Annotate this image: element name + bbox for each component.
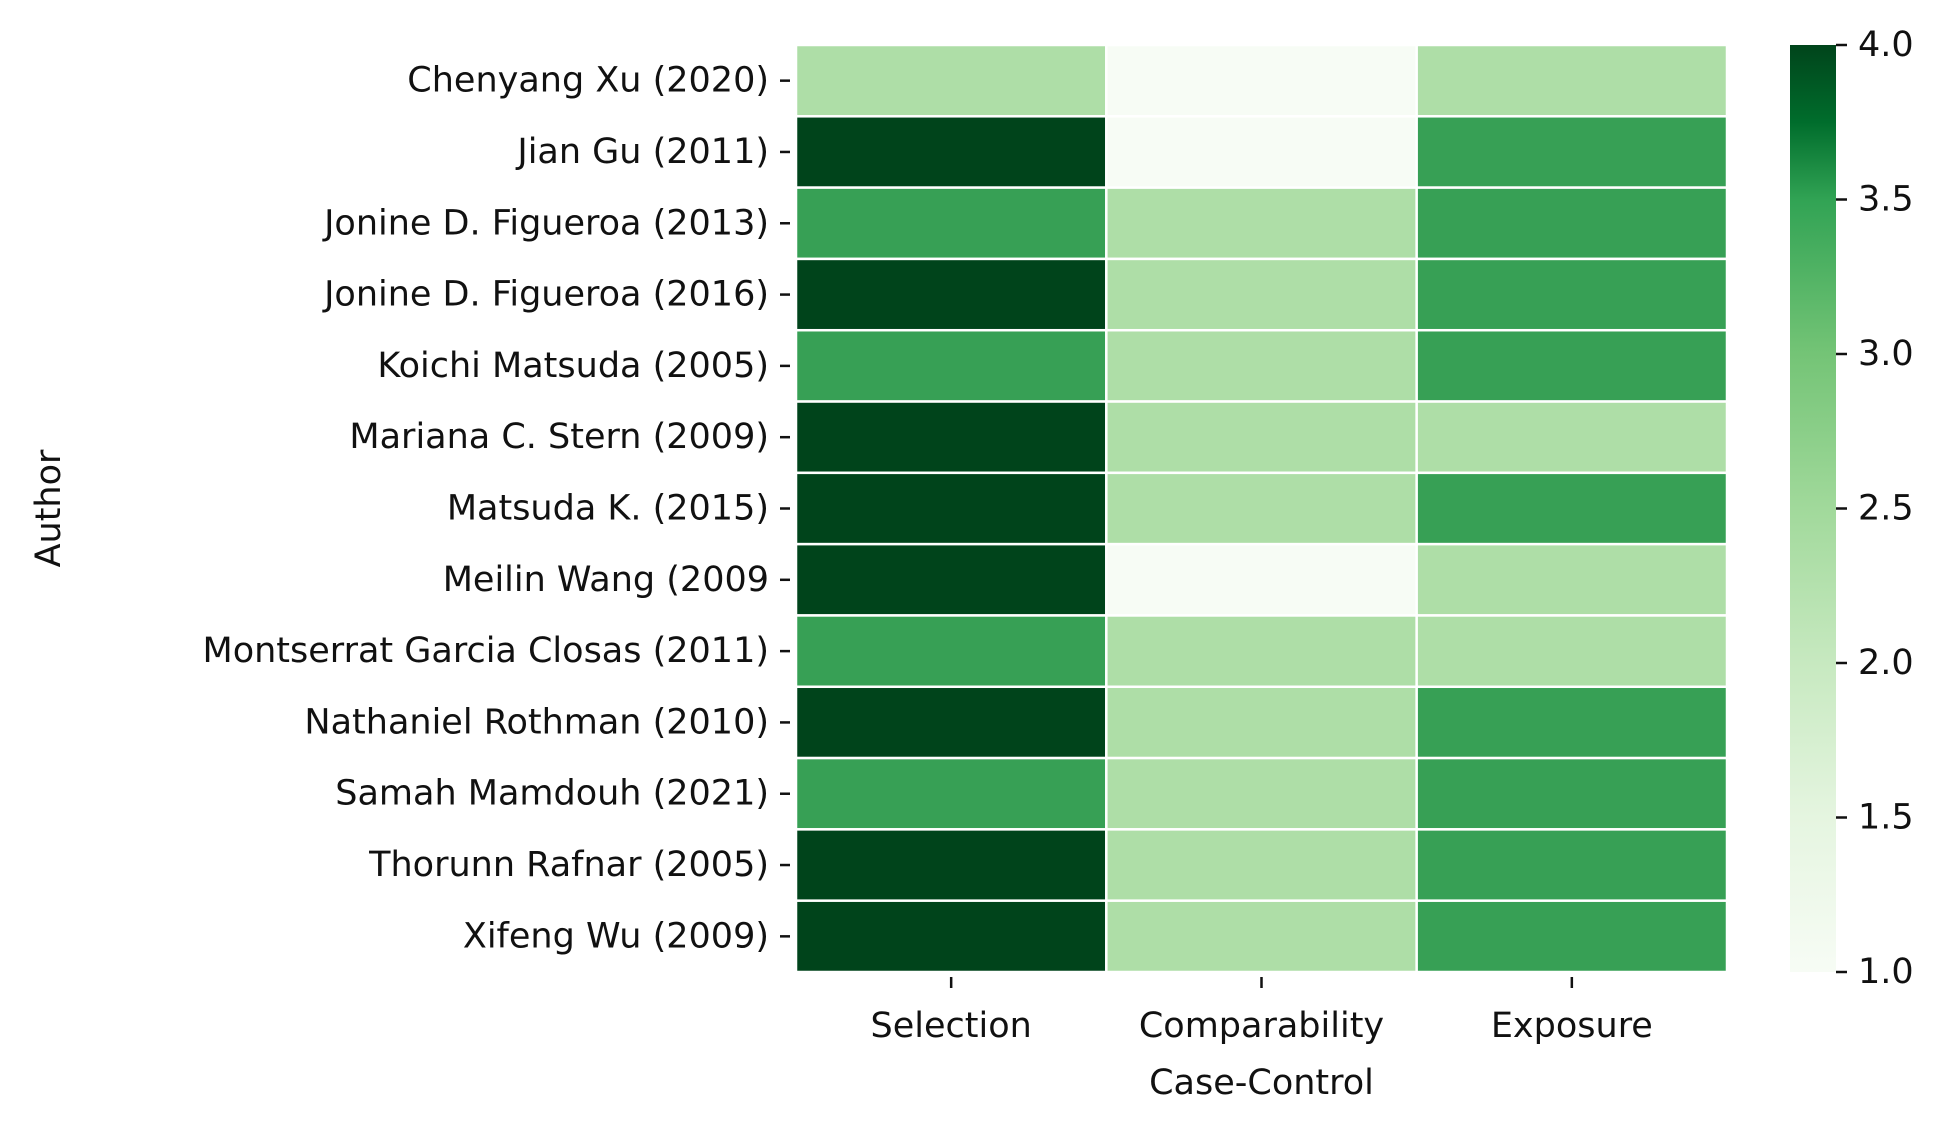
- y-tick-label: Samah Mamdouh (2021): [335, 774, 769, 814]
- y-tick-label: Mariana C. Stern (2009): [349, 417, 769, 457]
- heatmap-cell: [794, 614, 1108, 689]
- heatmap-cell: [1415, 828, 1729, 902]
- heatmap-cell: [1415, 186, 1729, 261]
- heatmap-cell: [1415, 400, 1729, 475]
- heatmap-cell: [1105, 828, 1418, 902]
- colorbar-ticks: 1.0 1.5 2.0 2.5 3.0 3.5 4.0: [1836, 25, 1914, 992]
- heatmap-cell: [1415, 685, 1729, 760]
- heatmap-cell: [1105, 542, 1418, 617]
- y-axis-title: Author: [29, 449, 69, 567]
- colorbar: [1790, 45, 1836, 972]
- y-tick-label: Koichi Matsuda (2005): [377, 346, 769, 386]
- x-tick-label: Exposure: [1491, 1006, 1653, 1046]
- heatmap-cell: [794, 899, 1108, 974]
- y-tick-labels: Chenyang Xu (2020) Jian Gu (2011) Jonine D…: [203, 61, 790, 956]
- x-tick-label: Comparability: [1139, 1006, 1384, 1046]
- heatmap-cell: [794, 186, 1108, 261]
- heatmap-cell: [794, 43, 1108, 118]
- heatmap-cell: [1415, 115, 1729, 189]
- y-tick-label: Jian Gu (2011): [515, 132, 769, 172]
- y-tick-label: Matsuda K. (2015): [447, 489, 769, 529]
- colorbar-tick-label: 1.5: [1858, 798, 1914, 838]
- heatmap-cell: [1105, 899, 1418, 974]
- heatmap-cell: [794, 115, 1108, 189]
- colorbar-tick-label: 3.0: [1858, 334, 1914, 374]
- heatmap-cell: [794, 328, 1108, 403]
- heatmap-cell: [1105, 614, 1418, 689]
- colorbar-tick-label: 4.0: [1858, 25, 1914, 65]
- heatmap-cell: [1415, 614, 1729, 689]
- colorbar-tick-label: 2.5: [1858, 489, 1914, 529]
- x-tick-label: Selection: [871, 1006, 1032, 1046]
- heatmap-cell: [1105, 756, 1418, 831]
- heatmap-cell: [794, 400, 1108, 475]
- heatmap-cell: [1105, 471, 1418, 546]
- colorbar-tick-label: 3.5: [1858, 180, 1914, 220]
- heatmap-cell: [1105, 685, 1418, 760]
- colorbar-tick-label: 2.0: [1858, 643, 1914, 683]
- heatmap-cell: [1415, 328, 1729, 403]
- heatmap-cell: [1105, 400, 1418, 475]
- y-tick-label: Montserrat Garcia Closas (2011): [203, 631, 769, 671]
- heatmap-cells: [794, 43, 1729, 974]
- heatmap-cell: [1415, 899, 1729, 974]
- y-tick-label: Chenyang Xu (2020): [407, 61, 769, 101]
- heatmap-cell: [1415, 542, 1729, 617]
- heatmap-cell: [1415, 43, 1729, 118]
- heatmap-cell: [1105, 328, 1418, 403]
- y-tick-label: Jonine D. Figueroa (2016): [322, 275, 769, 315]
- x-axis-title: Case-Control: [1149, 1063, 1374, 1103]
- heatmap-cell: [1105, 186, 1418, 261]
- heatmap-cell: [1105, 115, 1418, 189]
- y-tick-label: Nathaniel Rothman (2010): [304, 702, 769, 742]
- x-tick-labels: Selection Comparability Exposure: [871, 977, 1653, 1046]
- heatmap-cell: [794, 685, 1108, 760]
- heatmap-cell: [794, 828, 1108, 902]
- heatmap-cell: [794, 756, 1108, 831]
- heatmap-cell: [794, 542, 1108, 617]
- heatmap-cell: [1415, 471, 1729, 546]
- heatmap-cell: [1105, 43, 1418, 118]
- y-tick-label: Thorunn Rafnar (2005): [368, 845, 769, 885]
- colorbar-tick-label: 1.0: [1858, 952, 1914, 992]
- heatmap-cell: [794, 257, 1108, 332]
- y-tick-label: Jonine D. Figueroa (2013): [322, 203, 769, 243]
- y-tick-label: Xifeng Wu (2009): [463, 916, 769, 956]
- heatmap-cell: [794, 471, 1108, 546]
- heatmap-cell: [1415, 257, 1729, 332]
- heatmap-cell: [1415, 756, 1729, 831]
- heatmap-cell: [1105, 257, 1418, 332]
- y-tick-label: Meilin Wang (2009: [443, 560, 769, 600]
